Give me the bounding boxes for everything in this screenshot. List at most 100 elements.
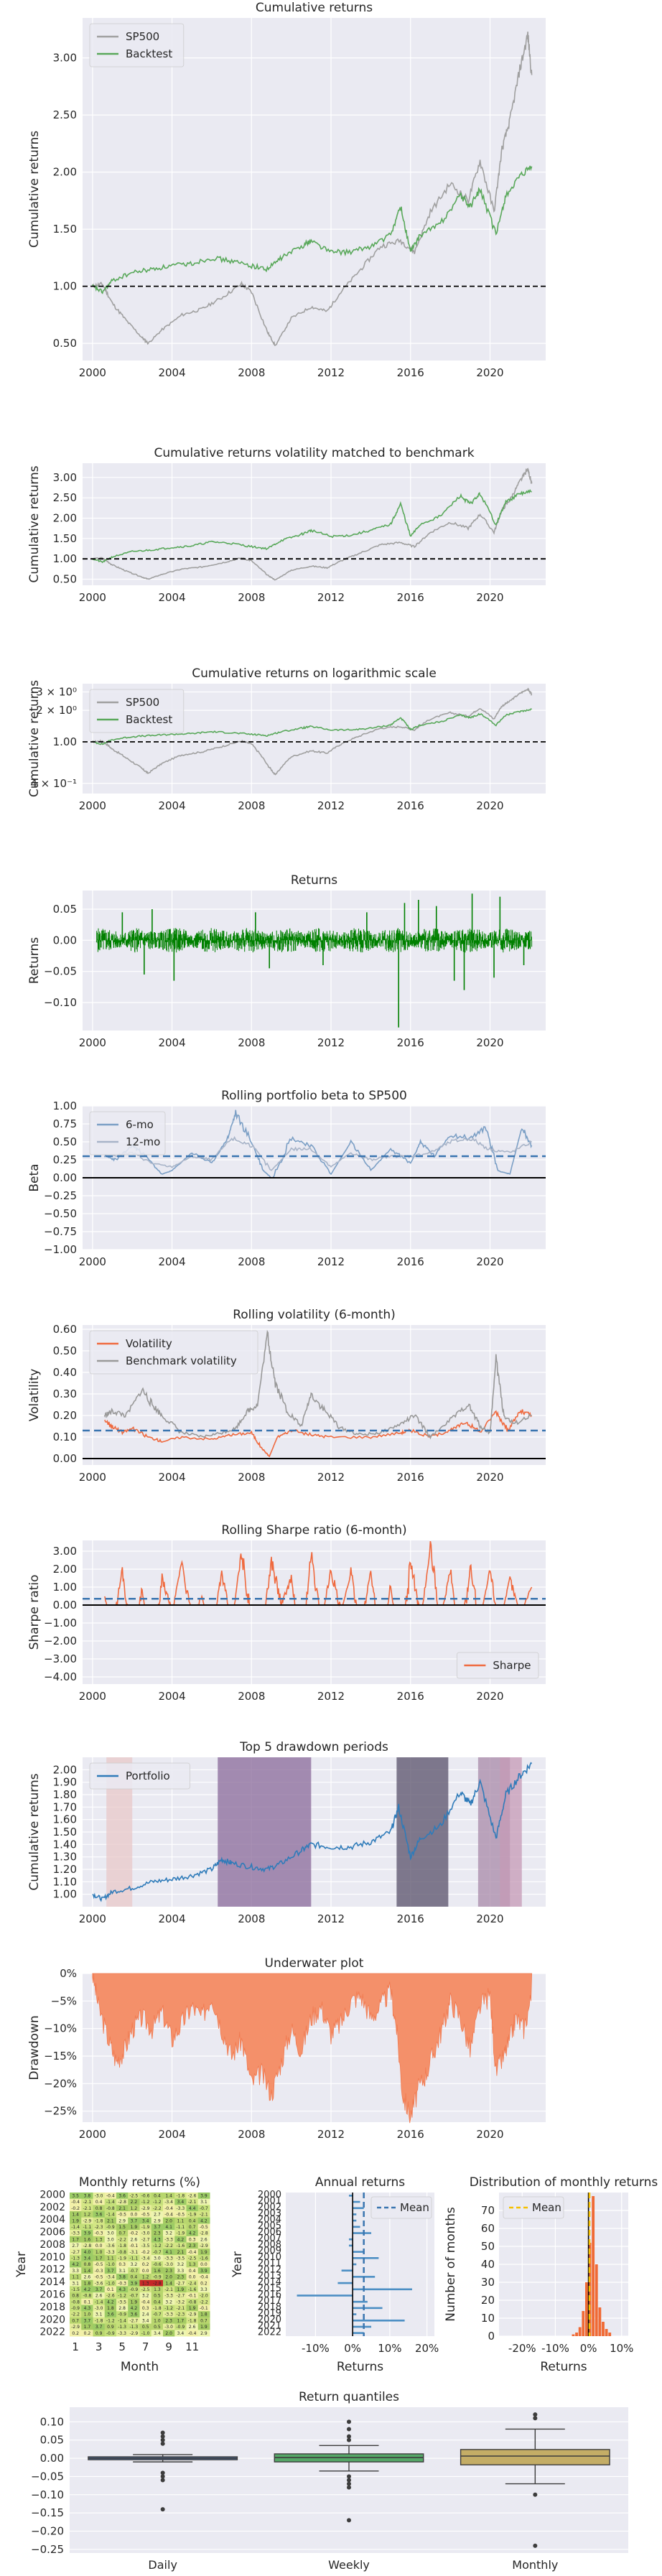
heatmap-cell [128,2198,140,2205]
heatmap-cell-value: 1.3 [154,2287,161,2292]
heatmap-cell [197,2217,210,2224]
heatmap-cell-value: 3.8 [84,2194,91,2199]
heatmap-cell [163,2230,175,2237]
heatmap-cell-value: -0.2 [130,2231,139,2236]
chart-volmatched: Cumulative returns volatility matched to… [27,446,546,604]
heatmap-cell-value: 3.5 [72,2194,79,2199]
annual-bar [353,2226,360,2228]
y-tick-label: 2013 [258,2271,281,2282]
heatmap-cell-value: -1.4 [71,2225,80,2230]
heatmap-cell [174,2242,187,2249]
heatmap-cell-value: 0.5 [154,2325,161,2330]
heatmap-cell [70,2286,82,2293]
heatmap-cell [93,2254,106,2262]
heatmap-cell-value: -0.9 [106,2225,115,2230]
y-tick-label: 2016 [258,2289,281,2300]
heatmap-cell [116,2198,129,2205]
y-tick-label: −25% [44,2105,77,2118]
heatmap-cell [186,2205,199,2212]
heatmap-cell-value: 3.9 [131,2281,138,2286]
y-tick-label: 10 [481,2312,495,2325]
heatmap-cell [70,2330,82,2337]
heatmap-cell-value: -1.3 [118,2325,126,2330]
y-tick-label: −15% [44,2050,77,2063]
heatmap-cell [104,2292,117,2300]
heatmap-cell [186,2267,199,2274]
heatmap-cell [116,2292,129,2300]
heatmap-cell [151,2261,164,2268]
heatmap-cell [197,2311,210,2318]
chart-title: Top 5 drawdown periods [239,1740,388,1754]
heatmap-cell-value: -1.8 [95,2318,103,2323]
heatmap-cell-value: 0.7 [189,2225,196,2230]
heatmap-cell-value: -1.2 [118,2294,126,2299]
y-tick-label: −4.00 [44,1670,77,1683]
chart-quantiles: Return quantiles −0.25 −0.20 −0.15 −0.10 −0.0… [31,2390,628,2572]
heatmap-cell-value: -3.4 [164,2200,173,2205]
annual-bar [353,2300,368,2303]
y-tick-label: 0.60 [53,1323,77,1336]
y-tick-label: −0.25 [44,1189,77,1202]
heatmap-cell-value: -3.2 [177,2300,185,2305]
x-tick-label: 2004 [158,591,185,604]
x-tick-label: 2016 [397,366,424,379]
box-flier [160,2474,165,2479]
heatmap-cell-value: -3.3 [106,2250,115,2255]
heatmap-cell [93,2323,106,2330]
y-tick-label: 0.75 [53,1117,77,1130]
heatmap-cell-value: -2.9 [71,2325,80,2330]
heatmap-cell [128,2305,140,2312]
series-line [111,1135,532,1171]
y-tick-label: 0.10 [40,2415,64,2428]
heatmap-cell [128,2323,140,2330]
legend-label: SP500 [126,696,159,709]
heatmap-cell [116,2236,129,2243]
series-line [103,1409,533,1458]
heatmap-cell-value: -2.1 [200,2213,208,2218]
chart-title: Cumulative returns [256,1,373,15]
y-tick-label: 2022 [258,2327,281,2338]
box-flier [533,2543,538,2548]
y-tick-label: 20 [481,2294,495,2307]
x-tick-label: 2004 [158,799,185,812]
x-tick-label: 2008 [238,366,265,379]
series-line [92,687,533,776]
heatmap-cell [93,2193,106,2200]
box-flier [347,2419,351,2424]
heatmap-cell-value: 1.7 [177,2318,185,2323]
heatmap-cell-value: -0.8 [83,2294,92,2299]
x-tick-label: Monthly [512,2558,558,2572]
heatmap-cell-value: -2.8 [118,2200,126,2205]
heatmap-cell-value: 0.4 [189,2269,196,2274]
heatmap-cell [128,2254,140,2262]
y-tick-label: 2 × 10⁰ [36,704,77,717]
heatmap-cell-value: 1.4 [165,2194,172,2199]
heatmap-cell [197,2254,210,2262]
heatmap-cell [151,2217,164,2224]
y-tick-label: −10% [44,2022,77,2035]
heatmap-cell [139,2267,152,2274]
heatmap-cell [174,2217,187,2224]
heatmap-cell [163,2317,175,2325]
legend-box [503,2196,564,2219]
heatmap-cell-value: -3.1 [130,2250,139,2255]
chart-title: Cumulative returns volatility matched to… [154,446,474,460]
chart-distribution: Distribution of monthly returns Number of… [444,2175,658,2374]
heatmap-cell [186,2305,199,2312]
heatmap-cell [186,2279,199,2287]
heatmap-cell [186,2317,199,2325]
heatmap-cell-value: -0.1 [130,2243,139,2249]
y-tick-label: 2008 [258,2240,281,2251]
annual-bar [353,2263,357,2266]
heatmap-cell-value: 2.9 [118,2218,126,2223]
annual-bar [353,2307,383,2310]
chart-sharpe: Rolling Sharpe ratio (6-month) Sharpe rat… [27,1523,546,1703]
heatmap-cell [186,2254,199,2262]
heatmap-cell-value: -1.6 [188,2287,197,2292]
heatmap-cell-value: 0.4 [189,2218,196,2223]
heatmap-cell [174,2211,187,2218]
y-tick-label: 2.50 [53,108,77,121]
heatmap-cell-value: 1.4 [84,2269,91,2274]
heatmap-cell [104,2261,117,2268]
